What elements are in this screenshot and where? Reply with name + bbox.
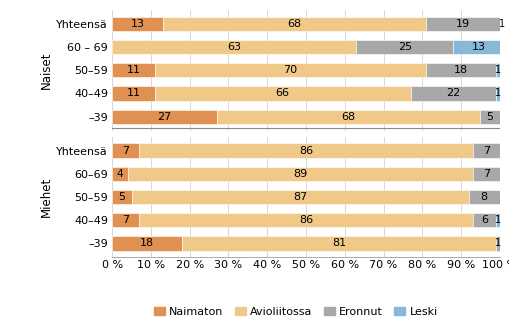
Bar (472, 144, 499, 158)
Bar (216, 110, 479, 124)
Text: 81: 81 (331, 239, 345, 248)
Bar (127, 167, 472, 181)
Text: 7: 7 (482, 169, 489, 179)
Text: 86: 86 (298, 146, 313, 156)
Text: 66: 66 (275, 88, 289, 98)
Text: 1: 1 (494, 239, 500, 248)
Bar (495, 86, 499, 101)
Text: 68: 68 (341, 112, 355, 122)
Text: 27: 27 (157, 112, 172, 122)
Text: 63: 63 (227, 42, 241, 52)
Bar (468, 190, 499, 204)
Text: 1: 1 (494, 215, 500, 225)
Bar (139, 213, 472, 227)
Text: 6: 6 (480, 215, 487, 225)
Text: 4: 4 (117, 169, 123, 179)
Bar (112, 86, 155, 101)
Bar (356, 40, 453, 54)
Bar (139, 144, 472, 158)
Bar (453, 40, 503, 54)
Text: 89: 89 (293, 169, 307, 179)
Text: 11: 11 (126, 65, 140, 75)
Text: 13: 13 (470, 42, 485, 52)
Text: 19: 19 (455, 19, 469, 29)
Text: 68: 68 (287, 19, 301, 29)
Bar (495, 63, 499, 78)
Text: 7: 7 (122, 146, 129, 156)
Text: 1: 1 (494, 65, 500, 75)
Text: 86: 86 (298, 215, 313, 225)
Text: 8: 8 (480, 192, 487, 202)
Bar (410, 86, 495, 101)
Bar (472, 167, 499, 181)
Bar (499, 16, 503, 31)
Bar (182, 236, 495, 251)
Bar (112, 190, 131, 204)
Text: 5: 5 (118, 192, 125, 202)
Text: Naiset: Naiset (40, 51, 53, 89)
Bar (112, 167, 127, 181)
Bar (112, 40, 356, 54)
Bar (112, 144, 139, 158)
Bar (495, 213, 499, 227)
Text: 22: 22 (445, 88, 460, 98)
Text: 5: 5 (486, 112, 493, 122)
Text: 25: 25 (397, 42, 411, 52)
Text: 7: 7 (122, 215, 129, 225)
Text: 87: 87 (293, 192, 307, 202)
Bar (112, 63, 155, 78)
Bar (112, 236, 182, 251)
Text: 1: 1 (498, 19, 504, 29)
Bar (112, 213, 139, 227)
Text: 11: 11 (126, 88, 140, 98)
Bar (112, 16, 162, 31)
Bar (162, 16, 426, 31)
Bar (131, 190, 468, 204)
Bar (112, 110, 216, 124)
Text: 1: 1 (494, 88, 500, 98)
Bar (155, 86, 410, 101)
Text: 13: 13 (130, 19, 144, 29)
Bar (426, 63, 495, 78)
Text: 70: 70 (283, 65, 297, 75)
Bar (426, 16, 499, 31)
Bar (495, 236, 499, 251)
Text: 7: 7 (482, 146, 489, 156)
Text: Miehet: Miehet (40, 177, 53, 217)
Text: 18: 18 (140, 239, 154, 248)
Bar (472, 213, 495, 227)
Text: 18: 18 (453, 65, 467, 75)
Legend: Naimaton, Avioliitossa, Eronnut, Leski: Naimaton, Avioliitossa, Eronnut, Leski (149, 302, 442, 321)
Bar (479, 110, 499, 124)
Bar (155, 63, 426, 78)
